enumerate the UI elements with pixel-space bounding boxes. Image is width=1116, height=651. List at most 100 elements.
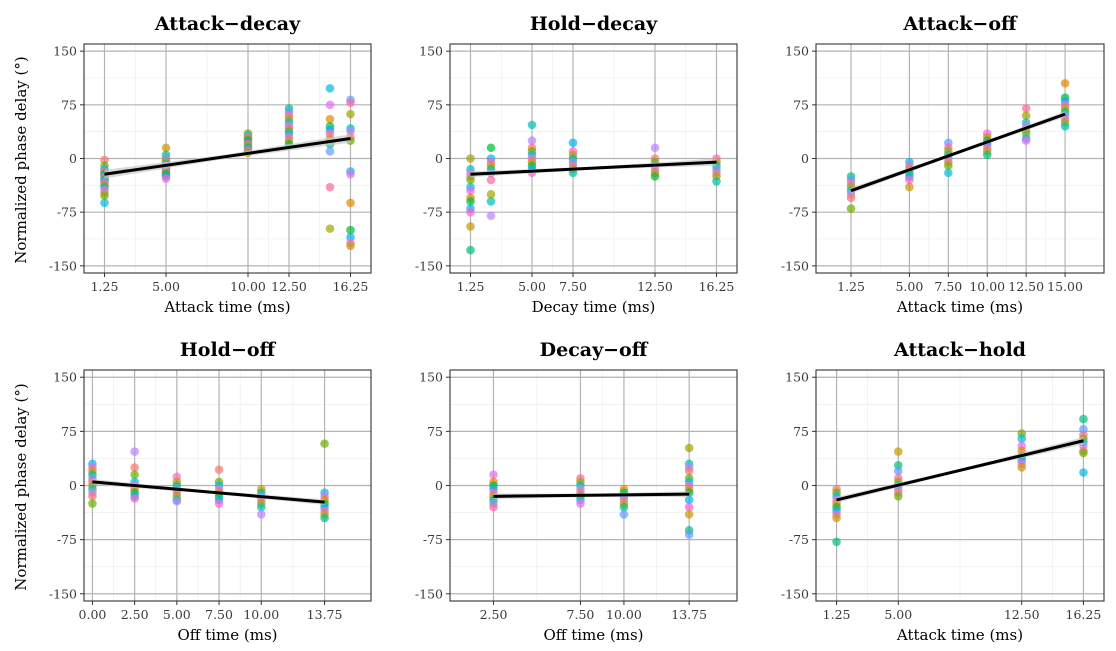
x-axis-label: Off time (ms) <box>543 626 643 644</box>
regression-line <box>850 112 1066 193</box>
x-tick-label: 5.00 <box>518 279 546 294</box>
y-tick-label: -150 <box>49 258 77 273</box>
data-point <box>832 537 841 547</box>
x-tick-label: 16.25 <box>333 279 369 294</box>
data-point <box>650 172 660 181</box>
data-point <box>161 174 171 183</box>
data-point <box>486 189 496 199</box>
y-tick-label: 75 <box>793 97 809 112</box>
data-point <box>893 447 903 456</box>
regression-line <box>92 480 325 504</box>
y-tick-label: -150 <box>415 586 443 601</box>
x-tick-label: 12.50 <box>1004 607 1040 622</box>
y-tick-label: 75 <box>427 97 443 112</box>
data-point <box>944 168 953 178</box>
x-tick-label: 13.75 <box>307 607 343 622</box>
y-tick-label: -75 <box>789 205 809 220</box>
data-point <box>1079 468 1088 477</box>
y-tick-label: 0 <box>801 478 809 493</box>
data-point <box>684 530 694 539</box>
x-tick-label: 7.50 <box>205 607 233 622</box>
data-point <box>466 186 475 196</box>
x-tick-label: 10.00 <box>243 607 279 622</box>
data-point <box>325 182 335 192</box>
x-tick-label: 10.00 <box>230 279 266 294</box>
data-point <box>325 224 335 233</box>
data-point <box>466 222 475 231</box>
x-tick-label: 15.00 <box>1047 279 1083 294</box>
x-tick-label: 12.50 <box>271 279 307 294</box>
y-tick-label: 150 <box>785 44 809 59</box>
data-point <box>466 175 475 185</box>
panel-3: -150 -75 0 75 150 1.25 5.00 7.50 10.00 12.50 15.00… <box>781 13 1105 316</box>
y-tick-label: 150 <box>785 370 809 385</box>
data-point <box>1021 136 1031 145</box>
data-point <box>1021 104 1031 113</box>
data-point <box>88 499 97 508</box>
data-point <box>684 495 694 505</box>
x-tick-label: 12.50 <box>1008 279 1044 294</box>
panel-6: -150 -75 0 75 150 1.25 5.00 12.50 16.25 Attack−ho… <box>781 339 1105 644</box>
panel-title: Hold−off <box>180 339 277 361</box>
y-tick-label: 75 <box>793 424 809 439</box>
data-point <box>489 470 498 479</box>
y-tick-label: -75 <box>57 205 77 220</box>
data-point <box>846 204 856 213</box>
panel-title: Attack−off <box>902 13 1018 35</box>
panel-4: -150 -75 0 75 150 0.00 2.50 5.00 7.50 10.00 13.75 H… <box>49 339 372 644</box>
x-tick-label: 13.75 <box>671 607 707 622</box>
data-point <box>130 494 139 503</box>
data-point <box>576 499 585 508</box>
x-tick-label: 7.50 <box>567 607 595 622</box>
data-point <box>320 513 329 523</box>
data-point <box>346 169 355 179</box>
data-point <box>619 502 629 512</box>
x-tick-label: 0.00 <box>79 607 107 622</box>
data-point <box>346 98 355 107</box>
data-point <box>100 191 109 201</box>
y-tick-label: -75 <box>423 532 443 547</box>
x-tick-label: 5.00 <box>884 607 912 622</box>
data-point <box>88 492 97 501</box>
y-tick-label: 75 <box>61 424 77 439</box>
x-axis-label: Attack time (ms) <box>896 298 1023 316</box>
panel-title: Attack−hold <box>893 339 1026 361</box>
x-tick-label: 10.00 <box>606 607 642 622</box>
data-point <box>944 161 953 170</box>
data-point <box>1079 448 1088 458</box>
data-point <box>325 100 335 110</box>
y-tick-label: 150 <box>419 44 443 59</box>
y-tick-label: -75 <box>423 205 443 220</box>
y-tick-label: 0 <box>69 151 77 166</box>
data-point <box>650 143 660 153</box>
x-tick-label: 5.00 <box>152 279 180 294</box>
regression-line <box>836 439 1084 502</box>
panel-title: Attack−decay <box>154 13 301 35</box>
data-point <box>893 492 903 501</box>
regression-line <box>493 492 690 498</box>
data-point <box>527 120 537 130</box>
y-tick-label: 0 <box>435 151 443 166</box>
data-point <box>1060 79 1070 88</box>
data-point <box>893 466 903 476</box>
data-point <box>982 150 992 160</box>
data-point <box>905 182 914 192</box>
y-tick-label: -150 <box>781 586 809 601</box>
data-point <box>256 502 266 512</box>
data-point <box>1079 414 1088 424</box>
y-tick-label: 0 <box>435 478 443 493</box>
y-tick-label: 150 <box>419 370 443 385</box>
y-tick-label: -150 <box>49 586 77 601</box>
x-tick-label: 5.00 <box>163 607 191 622</box>
x-tick-label: 1.25 <box>823 607 851 622</box>
data-point <box>684 466 694 476</box>
x-tick-label: 7.50 <box>559 279 587 294</box>
panel-5: -150 -75 0 75 150 2.50 7.50 10.00 13.75 Decay−off… <box>415 339 738 644</box>
data-point <box>905 175 914 185</box>
x-tick-label: 7.50 <box>934 279 962 294</box>
data-point <box>325 147 335 156</box>
y-tick-label: -75 <box>789 532 809 547</box>
data-point <box>1017 434 1027 443</box>
data-point <box>214 499 224 508</box>
data-point <box>466 154 475 163</box>
